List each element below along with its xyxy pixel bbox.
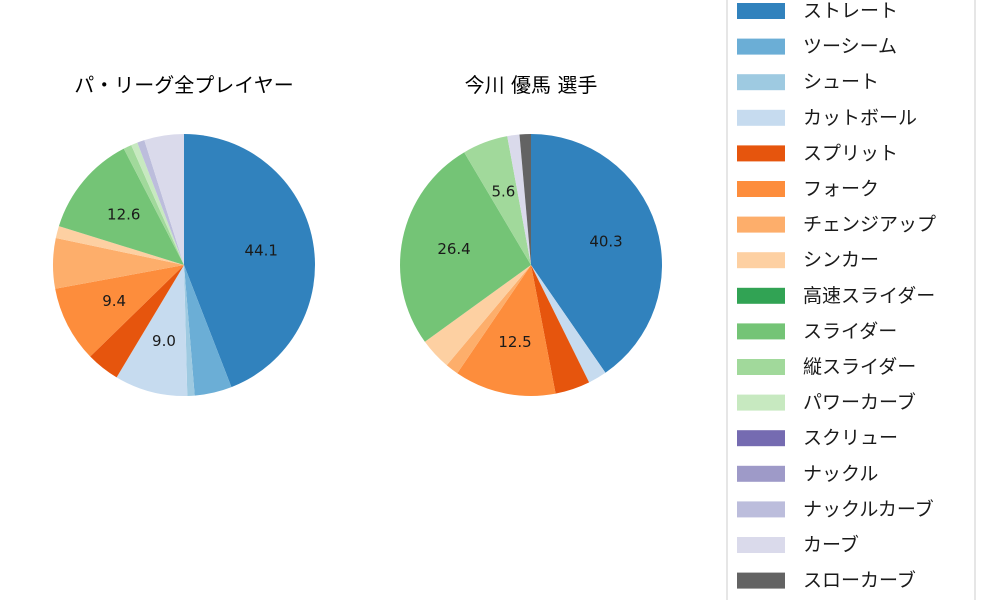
legend-swatch-5: [737, 181, 785, 197]
legend-swatch-6: [737, 216, 785, 233]
pie-slice-league-4: [90, 265, 184, 378]
legend-swatch-14: [737, 501, 785, 518]
pie-label-player-10: 5.6: [491, 182, 515, 200]
legend-label-5: フォーク: [803, 178, 879, 200]
pie-slice-player-3: [531, 265, 606, 383]
pie-label-league-3: 9.0: [152, 332, 176, 350]
pie-slice-player-16: [519, 134, 531, 265]
pie-league: 44.1 9.0 9.4 12.6: [52, 134, 315, 396]
legend-swatch-13: [737, 465, 785, 482]
legend-label-6: チェンジアップ: [803, 214, 936, 236]
pie-player: 40.3 12.5 26.4 5.6: [400, 134, 662, 396]
legend-label-3: カットボール: [803, 107, 917, 129]
legend-swatch-0: [737, 3, 785, 19]
pie-label-player-0: 40.3: [589, 233, 622, 251]
pie-slice-league-1: [184, 265, 232, 396]
legend-frame: [726, 0, 976, 600]
pie-slice-player-10: [464, 136, 531, 265]
legend-swatch-1: [737, 38, 785, 55]
pie-slice-league-14: [137, 140, 184, 265]
pie-title-league: パ・リーグ全プレイヤー: [74, 73, 293, 97]
pie-label-league-0: 44.1: [245, 242, 278, 260]
legend-label-7: シンカー: [803, 249, 879, 271]
pie-slice-player-7: [424, 265, 531, 366]
legend-label-13: ナックル: [803, 463, 878, 485]
legend-label-2: シュート: [803, 71, 879, 93]
pie-label-player-5: 12.5: [498, 333, 531, 351]
legend-swatch-15: [737, 537, 785, 553]
pie-slice-league-6: [52, 238, 184, 289]
legend-label-10: 縦スライダー: [803, 356, 916, 378]
pie-slice-player-9: [400, 152, 531, 342]
legend-swatch-7: [737, 252, 785, 269]
pie-label-league-9: 12.6: [107, 206, 140, 224]
pie-slice-player-0: [531, 134, 662, 373]
legend-swatch-3: [737, 109, 785, 126]
pie-slice-player-6: [446, 265, 531, 374]
pie-slice-player-15: [507, 134, 531, 265]
legend-swatch-8: [737, 287, 785, 304]
legend-swatch-9: [737, 323, 785, 340]
pie-slice-league-7: [55, 226, 184, 265]
legend-label-4: スプリット: [803, 142, 898, 164]
legend-label-12: スクリュー: [803, 427, 898, 449]
legend-label-0: ストレート: [803, 0, 898, 22]
pie-slice-league-2: [184, 265, 195, 396]
legend-swatch-11: [737, 394, 785, 411]
pie-slice-player-4: [531, 265, 590, 394]
pie-slice-league-5: [55, 265, 185, 357]
legend-label-8: 高速スライダー: [803, 285, 935, 307]
legend-label-1: ツーシーム: [803, 36, 897, 58]
pie-slice-league-15: [144, 134, 184, 265]
pie-slice-league-9: [58, 148, 184, 265]
legend-swatch-12: [737, 430, 785, 447]
legend-swatch-16: [737, 572, 785, 589]
legend-swatch-2: [737, 74, 785, 91]
legend-label-16: スローカーブ: [803, 569, 916, 592]
pie-slice-player-5: [457, 265, 556, 396]
legend-label-14: ナックルカーブ: [803, 497, 934, 520]
legend-swatch-4: [737, 145, 785, 162]
legend-label-9: スライダー: [803, 320, 897, 342]
pie-label-league-5: 9.4: [102, 292, 126, 310]
legend-label-11: パワーカーブ: [803, 391, 916, 414]
pie-title-player: 今川 優馬 選手: [465, 73, 598, 97]
legend-swatch-10: [737, 359, 785, 375]
legend: ストレートツーシームシュートカットボールスプリットフォークチェンジアップシンカー…: [726, 0, 976, 600]
pie-slice-league-3: [116, 265, 188, 396]
pie-slice-league-0: [184, 134, 315, 388]
pie-slice-league-10: [123, 145, 184, 265]
legend-label-15: カーブ: [803, 533, 859, 556]
pie-slice-league-11: [131, 142, 184, 265]
pie-label-player-9: 26.4: [437, 240, 470, 258]
